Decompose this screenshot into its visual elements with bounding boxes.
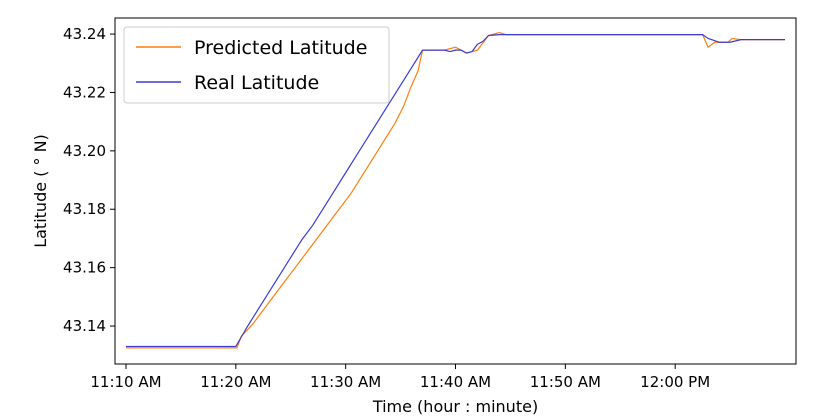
x-tick-label: 11:30 AM <box>310 373 381 391</box>
y-tick-label: 43.24 <box>63 25 106 43</box>
x-tick-label: 11:10 AM <box>90 373 161 391</box>
x-tick-label: 11:40 AM <box>420 373 491 391</box>
y-axis-label: Latitude ( ° N) <box>31 134 50 248</box>
legend-box <box>123 26 390 104</box>
x-tick-label: 12:00 PM <box>640 373 710 391</box>
legend-label-real-latitude: Real Latitude <box>194 72 319 94</box>
y-tick-label: 43.20 <box>63 142 106 160</box>
y-tick-label: 43.14 <box>63 317 106 335</box>
x-axis-label: Time (hour : minute) <box>372 397 538 416</box>
legend: Predicted Latitude Real Latitude <box>123 26 390 104</box>
y-tick-label: 43.22 <box>63 83 106 101</box>
legend-label-predicted-latitude: Predicted Latitude <box>194 37 367 59</box>
series-line-real-latitude <box>125 34 786 348</box>
x-axis-ticks: 11:10 AM 11:20 AM 11:30 AM 11:40 AM 11:50 AM… <box>90 364 710 391</box>
x-tick-label: 11:50 AM <box>530 373 601 391</box>
y-tick-label: 43.18 <box>63 200 106 218</box>
y-tick-label: 43.16 <box>63 259 106 277</box>
y-axis-ticks: 43.14 43.16 43.18 43.20 43.22 43.24 <box>63 25 115 335</box>
x-tick-label: 11:20 AM <box>200 373 271 391</box>
plot-lines <box>125 31 786 349</box>
